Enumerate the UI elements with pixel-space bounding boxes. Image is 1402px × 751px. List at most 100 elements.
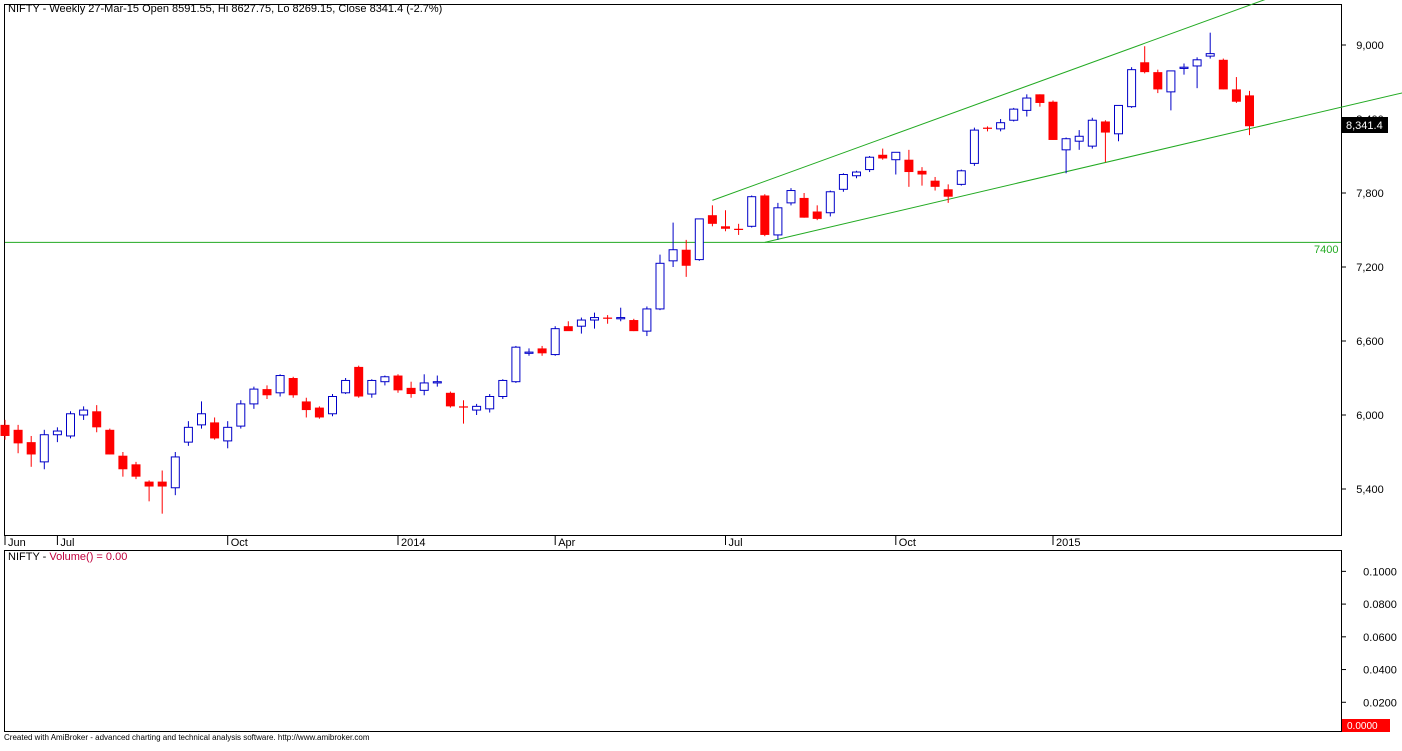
candle[interactable] bbox=[642, 306, 652, 337]
candle[interactable] bbox=[707, 205, 717, 227]
candle[interactable] bbox=[210, 417, 220, 440]
candle[interactable] bbox=[92, 405, 102, 433]
candle[interactable] bbox=[825, 190, 835, 217]
candle[interactable] bbox=[1009, 107, 1019, 122]
candle[interactable] bbox=[485, 394, 495, 413]
channel-line-upper[interactable] bbox=[712, 0, 1275, 201]
candle[interactable] bbox=[314, 406, 324, 419]
candle[interactable] bbox=[197, 401, 206, 429]
candle[interactable] bbox=[275, 374, 285, 397]
candle[interactable] bbox=[616, 307, 626, 322]
candle[interactable] bbox=[1179, 63, 1189, 75]
candle[interactable] bbox=[79, 406, 89, 420]
candle[interactable] bbox=[1218, 58, 1228, 90]
candle[interactable] bbox=[1022, 94, 1032, 117]
candle[interactable] bbox=[1100, 120, 1110, 163]
candle[interactable] bbox=[459, 400, 468, 424]
candle[interactable] bbox=[13, 424, 23, 454]
candle[interactable] bbox=[799, 193, 809, 218]
candle[interactable] bbox=[1035, 94, 1045, 107]
candle[interactable] bbox=[1231, 77, 1241, 103]
channel-line-lower[interactable] bbox=[764, 92, 1402, 243]
candle[interactable] bbox=[288, 376, 298, 398]
candle[interactable] bbox=[734, 223, 744, 235]
candle[interactable] bbox=[590, 312, 599, 329]
candle[interactable] bbox=[223, 421, 233, 449]
candle[interactable] bbox=[52, 427, 62, 443]
candle[interactable] bbox=[1048, 100, 1058, 140]
candle[interactable] bbox=[786, 188, 796, 206]
candle[interactable] bbox=[406, 381, 416, 398]
candle[interactable] bbox=[131, 461, 141, 480]
candle[interactable] bbox=[328, 394, 337, 417]
candle[interactable] bbox=[498, 379, 508, 399]
candle[interactable] bbox=[1192, 57, 1202, 89]
candle[interactable] bbox=[550, 326, 560, 356]
candle[interactable] bbox=[445, 391, 455, 408]
candle[interactable] bbox=[1127, 67, 1137, 108]
candle[interactable] bbox=[39, 429, 49, 470]
candle[interactable] bbox=[472, 403, 482, 415]
candle[interactable] bbox=[1114, 104, 1123, 142]
candle[interactable] bbox=[0, 419, 10, 440]
candle[interactable] bbox=[668, 222, 678, 267]
candle[interactable] bbox=[511, 345, 521, 383]
candle[interactable] bbox=[681, 239, 691, 277]
candle[interactable] bbox=[393, 374, 403, 393]
candle[interactable] bbox=[26, 435, 36, 467]
candle[interactable] bbox=[1166, 70, 1176, 111]
candle[interactable] bbox=[563, 321, 573, 332]
price-pane-frame[interactable] bbox=[4, 4, 1342, 536]
candle[interactable] bbox=[1061, 137, 1071, 174]
candle[interactable] bbox=[1153, 69, 1163, 94]
candle[interactable] bbox=[1140, 46, 1150, 74]
candle[interactable] bbox=[524, 348, 534, 356]
candle[interactable] bbox=[878, 148, 888, 160]
candle[interactable] bbox=[983, 126, 992, 132]
candle[interactable] bbox=[747, 195, 757, 228]
candle[interactable] bbox=[838, 173, 848, 192]
candle[interactable] bbox=[419, 374, 429, 396]
candle[interactable] bbox=[157, 470, 167, 514]
candle[interactable] bbox=[603, 315, 613, 324]
candle[interactable] bbox=[1245, 90, 1254, 136]
candle[interactable] bbox=[1074, 130, 1084, 150]
candle[interactable] bbox=[904, 149, 914, 187]
candle[interactable] bbox=[969, 127, 979, 166]
candle[interactable] bbox=[354, 365, 364, 398]
candle[interactable] bbox=[380, 375, 390, 386]
volume-pane-frame[interactable] bbox=[4, 550, 1342, 732]
candle[interactable] bbox=[1087, 117, 1097, 149]
candle[interactable] bbox=[66, 411, 75, 439]
candle[interactable] bbox=[956, 169, 966, 186]
candle[interactable] bbox=[170, 452, 180, 496]
candle[interactable] bbox=[773, 202, 783, 240]
candle[interactable] bbox=[721, 210, 730, 232]
candle[interactable] bbox=[1205, 32, 1215, 59]
candle[interactable] bbox=[249, 386, 259, 409]
candle[interactable] bbox=[917, 167, 927, 186]
candle[interactable] bbox=[943, 184, 953, 203]
candle[interactable] bbox=[432, 375, 442, 387]
candle[interactable] bbox=[812, 205, 822, 221]
candle[interactable] bbox=[852, 170, 861, 179]
candle[interactable] bbox=[367, 379, 377, 398]
candle[interactable] bbox=[236, 400, 246, 429]
candle[interactable] bbox=[629, 318, 639, 332]
candle[interactable] bbox=[105, 428, 115, 455]
candle[interactable] bbox=[537, 345, 547, 356]
candle[interactable] bbox=[891, 151, 901, 175]
candle[interactable] bbox=[930, 176, 940, 191]
candle[interactable] bbox=[576, 317, 586, 334]
candle[interactable] bbox=[262, 385, 272, 399]
candle[interactable] bbox=[865, 156, 875, 173]
candle[interactable] bbox=[118, 452, 128, 477]
candle[interactable] bbox=[341, 378, 351, 395]
candle[interactable] bbox=[996, 119, 1006, 132]
candle[interactable] bbox=[694, 218, 704, 261]
candle[interactable] bbox=[301, 397, 311, 418]
candle[interactable] bbox=[760, 194, 770, 237]
candle[interactable] bbox=[183, 421, 193, 446]
candle[interactable] bbox=[144, 480, 154, 502]
candle[interactable] bbox=[655, 254, 665, 311]
